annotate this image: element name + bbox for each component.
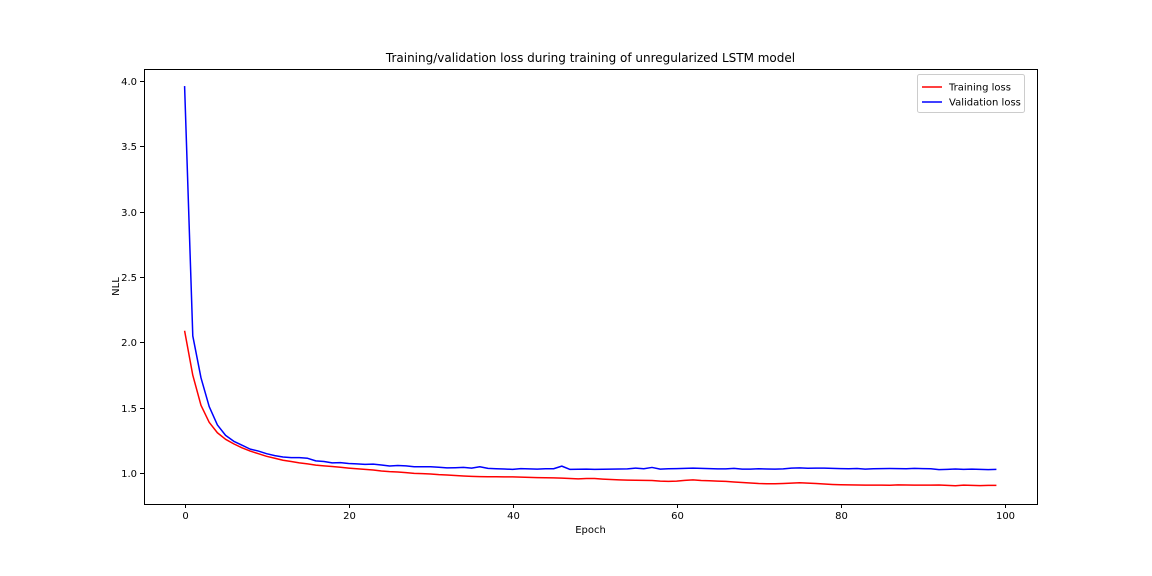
x-tick-label: 80: [835, 511, 848, 522]
legend-label-training-loss: Training loss: [948, 83, 1011, 94]
y-tick-label: 3.0: [121, 208, 137, 219]
series-line-training-loss: [183, 330, 997, 487]
x-tick-label: 40: [507, 511, 520, 522]
ticks-layer: 0 20 40 60 80 100 1.0 1.5 2.0 2.5 3.0 3.5 4.0: [121, 77, 1015, 522]
legend: Training loss Validation loss: [917, 74, 1025, 113]
y-tick-label: 1.0: [121, 469, 137, 480]
y-tick-label: 2.5: [121, 273, 137, 284]
y-tick-label: 2.0: [121, 338, 137, 349]
x-tick-label: 100: [996, 511, 1015, 522]
chart-title: Training/validation loss during training…: [385, 51, 795, 65]
legend-label-validation-loss: Validation loss: [949, 98, 1021, 109]
series-line-validation-loss: [183, 86, 997, 471]
y-axis-label: NLL: [111, 277, 122, 296]
series-layer: [183, 86, 997, 487]
x-tick-label: 20: [343, 511, 356, 522]
y-tick-label: 4.0: [121, 77, 137, 88]
x-tick-label: 0: [182, 511, 188, 522]
x-tick-label: 60: [671, 511, 684, 522]
x-axis-label: Epoch: [575, 525, 606, 536]
legend-box: [917, 74, 1025, 113]
plot-area-frame: [144, 69, 1038, 505]
y-tick-label: 1.5: [121, 404, 137, 415]
y-tick-label: 3.5: [121, 142, 137, 153]
